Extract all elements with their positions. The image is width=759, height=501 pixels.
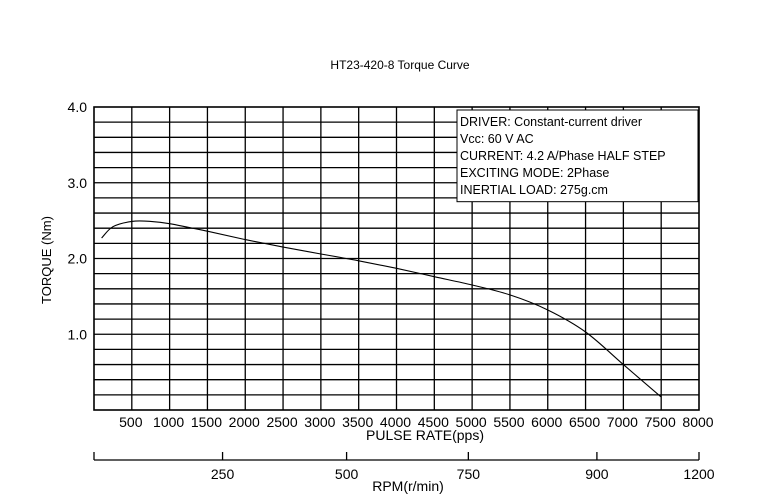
x-tick-label: 4500 [418, 414, 449, 430]
x-tick-label: 2500 [266, 414, 297, 430]
x-tick-label: 8000 [682, 414, 713, 430]
info-box-background [456, 109, 699, 203]
info-box-line: CURRENT: 4.2 A/Phase HALF STEP [460, 149, 666, 163]
x-tick-label: 2000 [229, 414, 260, 430]
rpm-tick-label: 500 [335, 466, 359, 482]
y-tick-label: 3.0 [68, 175, 88, 191]
x-tick-label: 3000 [304, 414, 335, 430]
x-tick-labels: 500 1000 1500 2000 2500 3000 3500 4000 4500 5000 5… [119, 414, 714, 430]
y-tick-label: 1.0 [68, 326, 88, 342]
rpm-axis: 250 500 750 900 1200 [93, 452, 715, 482]
x-tick-label: 7000 [607, 414, 638, 430]
x-tick-label: 1500 [191, 414, 222, 430]
rpm-tick-label: 900 [585, 466, 609, 482]
info-box-line: DRIVER: Constant-current driver [460, 115, 642, 129]
x-tick-label: 5000 [456, 414, 487, 430]
rpm-tick-label: 1200 [683, 466, 714, 482]
x-tick-label: 1000 [153, 414, 184, 430]
x-tick-label: 500 [119, 414, 143, 430]
info-box-line: INERTIAL LOAD: 275g.cm [460, 183, 608, 197]
x-tick-label: 5500 [493, 414, 524, 430]
info-box-line: Vcc: 60 V AC [460, 132, 534, 146]
x-tick-label: 6500 [569, 414, 600, 430]
x-axis-label: PULSE RATE(pps) [366, 427, 484, 443]
x-tick-label: 4000 [380, 414, 411, 430]
x-tick-label: 6000 [531, 414, 562, 430]
y-axis-label: TORQUE (Nm) [39, 216, 54, 304]
rpm-tick-label: 250 [211, 466, 235, 482]
info-box-line: EXCITING MODE: 2Phase [460, 166, 609, 180]
x-tick-label: 3500 [342, 414, 373, 430]
rpm-tick-label: 750 [457, 466, 481, 482]
y-tick-label: 2.0 [68, 251, 88, 267]
torque-curve [101, 220, 662, 398]
x-tick-label: 7500 [645, 414, 676, 430]
y-tick-labels: 1.0 2.0 3.0 4.0 [68, 99, 88, 342]
driver-info-box: DRIVER: Constant-current driver Vcc: 60 V… [456, 109, 699, 203]
torque-series-line [101, 220, 662, 398]
rpm-axis-label: RPM(r/min) [372, 478, 444, 494]
y-tick-label: 4.0 [68, 99, 88, 115]
chart-title: HT23-420-8 Torque Curve [330, 58, 470, 72]
